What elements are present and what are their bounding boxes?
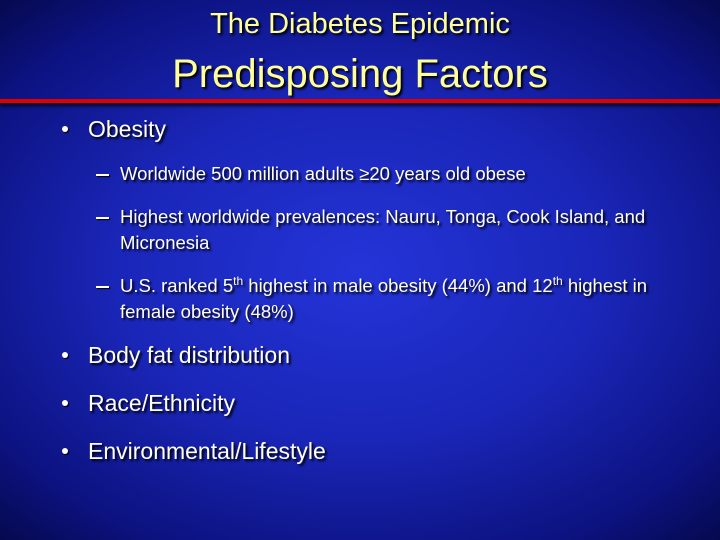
bullet-dot — [62, 400, 68, 406]
slide-title: The Diabetes Epidemic — [210, 8, 510, 40]
bullet: Obesity — [0, 113, 720, 145]
bullet-dot — [62, 126, 68, 132]
sub-bullet-text: highest in male obesity (44%) and 12 — [243, 275, 553, 296]
bullet-text: Obesity — [88, 116, 166, 142]
sub-bullet: Worldwide 500 million adults ≥20 years o… — [0, 161, 720, 187]
slide-subtitle: Predisposing Factors — [172, 52, 548, 96]
sub-bullet-text: Worldwide 500 million adults ≥20 years o… — [120, 163, 526, 184]
bullet: Environmental/Lifestyle — [0, 435, 720, 467]
superscript: th — [233, 274, 244, 288]
sub-bullet-dash — [96, 286, 109, 288]
bullet-text: Race/Ethnicity — [88, 390, 236, 416]
bullet-dot — [62, 448, 68, 454]
bullet-list: Obesity Worldwide 500 million adults ≥20 … — [0, 113, 720, 483]
bullet: Body fat distribution — [0, 339, 720, 371]
bullet: Race/Ethnicity — [0, 387, 720, 419]
sub-bullet-dash — [96, 174, 109, 176]
divider — [0, 99, 720, 103]
sub-bullet-text: U.S. ranked 5 — [120, 275, 234, 296]
sub-bullet-text: Highest worldwide prevalences: Nauru, To… — [120, 206, 646, 253]
bullet-dot — [62, 352, 68, 358]
bullet-text: Environmental/Lifestyle — [88, 438, 326, 464]
sub-bullet: Highest worldwide prevalences: Nauru, To… — [0, 204, 720, 256]
sub-bullet-dash — [96, 217, 109, 219]
superscript: th — [552, 274, 563, 288]
sub-bullet: U.S. ranked 5th highest in male obesity … — [0, 273, 720, 325]
sub-bullet-text: highest in female obesity (48%) — [120, 275, 648, 322]
bullet-text: Body fat distribution — [88, 342, 291, 368]
